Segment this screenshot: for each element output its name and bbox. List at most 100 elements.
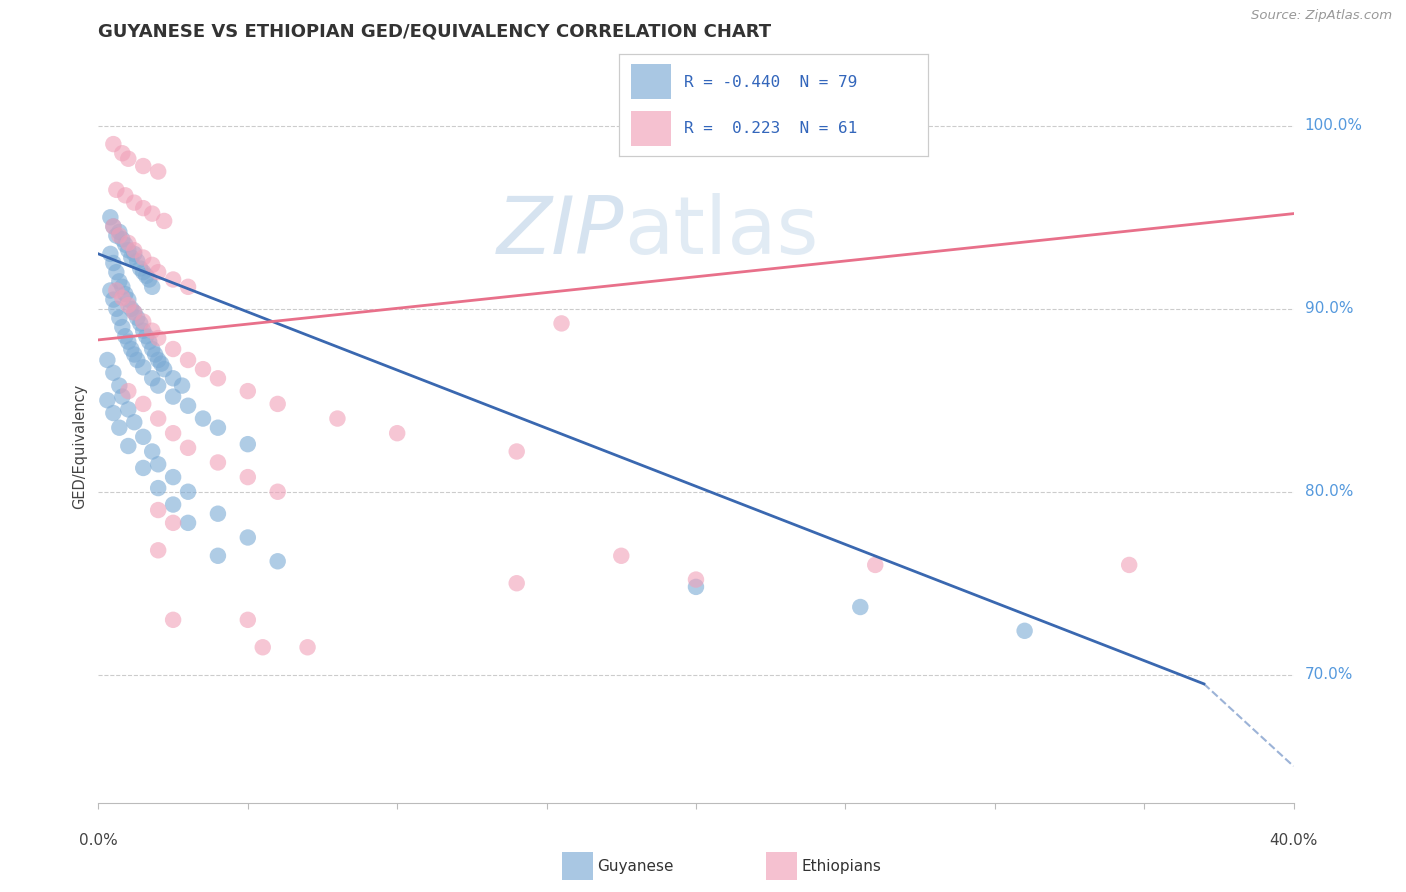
Point	[141, 342, 163, 356]
Point	[132, 251, 155, 265]
Point	[96, 393, 118, 408]
Point	[162, 613, 184, 627]
Point	[105, 265, 128, 279]
Point	[162, 426, 184, 441]
Point	[111, 291, 134, 305]
Point	[506, 444, 529, 458]
Point	[849, 600, 872, 615]
Point	[132, 461, 155, 475]
Point	[132, 265, 155, 279]
Point	[148, 411, 170, 425]
Point	[685, 580, 707, 594]
FancyBboxPatch shape	[631, 111, 671, 145]
Point	[129, 261, 152, 276]
Text: 0.0%: 0.0%	[79, 833, 118, 848]
Point	[138, 334, 160, 349]
Point	[162, 470, 184, 484]
Point	[98, 247, 122, 261]
Point	[153, 214, 176, 228]
Point	[114, 287, 136, 301]
Point	[111, 320, 134, 334]
Point	[117, 439, 139, 453]
Point	[105, 228, 128, 243]
Point	[111, 232, 134, 246]
Point	[108, 420, 131, 434]
Point	[117, 298, 139, 312]
Point	[132, 324, 155, 338]
Point	[114, 237, 136, 252]
Point	[114, 188, 136, 202]
Point	[108, 225, 131, 239]
Point	[162, 390, 184, 404]
Text: R = -0.440  N = 79: R = -0.440 N = 79	[683, 75, 856, 90]
Point	[98, 284, 122, 298]
Point	[117, 402, 139, 417]
Point	[124, 195, 146, 210]
Point	[103, 293, 125, 307]
Point	[385, 426, 409, 441]
Point	[236, 531, 259, 545]
Point	[297, 640, 319, 655]
Point	[135, 329, 157, 343]
Text: ZIP: ZIP	[496, 193, 624, 271]
Point	[150, 357, 173, 371]
Point	[127, 353, 149, 368]
Point	[207, 455, 229, 469]
Point	[236, 613, 259, 627]
Text: atlas: atlas	[624, 193, 818, 271]
Point	[177, 441, 200, 455]
Point	[236, 384, 259, 398]
Point	[207, 507, 229, 521]
Text: Guyanese: Guyanese	[598, 859, 673, 873]
Point	[103, 406, 125, 420]
Point	[148, 378, 170, 392]
Point	[162, 342, 184, 356]
Point	[141, 280, 163, 294]
Point	[153, 362, 176, 376]
Point	[108, 274, 131, 288]
Point	[135, 268, 157, 283]
Point	[148, 265, 170, 279]
Point	[117, 334, 139, 349]
Point	[105, 183, 128, 197]
Y-axis label: GED/Equivalency: GED/Equivalency	[72, 384, 87, 508]
Point	[141, 324, 163, 338]
Point	[177, 280, 200, 294]
Text: 40.0%: 40.0%	[1270, 833, 1317, 848]
Point	[162, 516, 184, 530]
Point	[98, 211, 122, 225]
Point	[143, 347, 166, 361]
Point	[685, 573, 707, 587]
Point	[132, 397, 155, 411]
Point	[148, 164, 170, 178]
Point	[108, 310, 131, 325]
Point	[1118, 558, 1140, 572]
Point	[117, 384, 139, 398]
Point	[1014, 624, 1036, 638]
Point	[103, 137, 125, 152]
Point	[207, 371, 229, 385]
Text: Ethiopians: Ethiopians	[801, 859, 882, 873]
Point	[207, 549, 229, 563]
Point	[108, 228, 131, 243]
Point	[177, 516, 200, 530]
Point	[124, 347, 146, 361]
Point	[141, 371, 163, 385]
Point	[138, 272, 160, 286]
Point	[141, 258, 163, 272]
Point	[132, 315, 155, 329]
Point	[177, 484, 200, 499]
Point	[124, 305, 146, 319]
Point	[105, 284, 128, 298]
Point	[506, 576, 529, 591]
Text: 80.0%: 80.0%	[1305, 484, 1353, 500]
Text: 90.0%: 90.0%	[1305, 301, 1353, 317]
Point	[117, 244, 139, 258]
Point	[191, 362, 214, 376]
Point	[148, 503, 170, 517]
Point	[129, 317, 152, 331]
Point	[177, 399, 200, 413]
Point	[124, 305, 146, 319]
Text: R =  0.223  N = 61: R = 0.223 N = 61	[683, 121, 856, 136]
Point	[124, 247, 146, 261]
